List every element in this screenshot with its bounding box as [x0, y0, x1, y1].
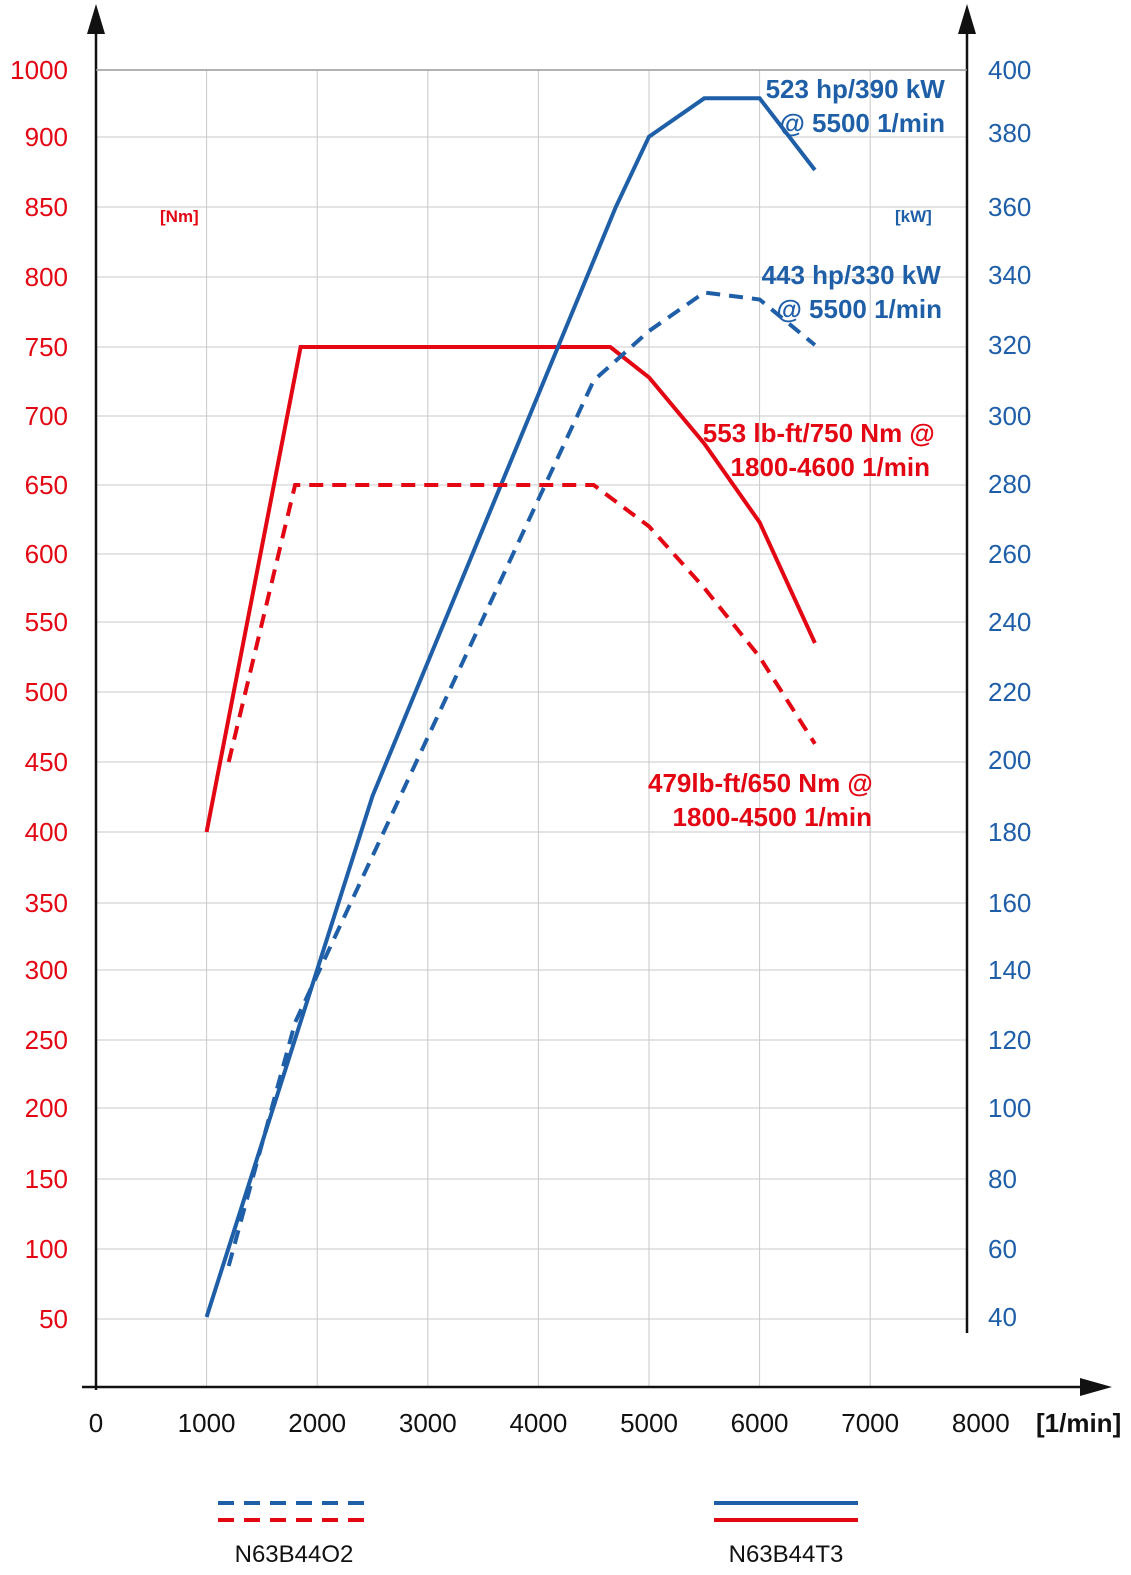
y-right-tick-label: 140 [988, 955, 1031, 985]
x-tick-label: 2000 [288, 1408, 346, 1438]
n63b44o2-power-line [226, 290, 817, 1267]
x-tick-label: 5000 [620, 1408, 678, 1438]
legend-label-n63b44o2: N63B44O2 [235, 1541, 354, 1568]
x-tick-label: 0 [89, 1408, 103, 1438]
y-right-tick-label: 280 [988, 469, 1031, 499]
y-right-tick-label: 220 [988, 677, 1031, 707]
x-axis-arrow-icon [1080, 1378, 1112, 1396]
series-lines [204, 96, 817, 1318]
x-unit-label: [1/min] [1036, 1408, 1121, 1438]
x-tick-label: 4000 [509, 1408, 567, 1438]
axes [82, 4, 1112, 1396]
y-left-tick-label: 750 [25, 332, 68, 362]
annotation-o2-torque: 479lb-ft/650 Nm @ 1800-4500 1/min [648, 768, 880, 832]
n63b44o2-torque-line [226, 483, 817, 763]
y-left-tick-label: 650 [25, 470, 68, 500]
y-right-tick-label: 200 [988, 745, 1031, 775]
x-tick-labels: 0 1000 2000 3000 4000 5000 6000 7000 8000 [89, 1408, 1010, 1438]
y-left-tick-label: 350 [25, 888, 68, 918]
grid [96, 70, 967, 1387]
y-right-tick-label: 180 [988, 817, 1031, 847]
y-right-unit-label: [kW] [895, 207, 932, 226]
y-right-tick-label: 60 [988, 1234, 1017, 1264]
y-left-tick-label: 500 [25, 677, 68, 707]
annotations: 523 hp/390 kW @ 5500 1/min 443 hp/330 kW… [648, 74, 952, 832]
y-right-tick-label: 120 [988, 1025, 1031, 1055]
y-right-tick-label: 340 [988, 260, 1031, 290]
y-left-tick-label: 150 [25, 1164, 68, 1194]
y-left-unit-label: [Nm] [160, 207, 199, 226]
y-left-tick-label: 600 [25, 539, 68, 569]
x-tick-label: 6000 [731, 1408, 789, 1438]
y-right-tick-label: 240 [988, 607, 1031, 637]
y-left-tick-label: 800 [25, 262, 68, 292]
x-tick-label: 1000 [178, 1408, 236, 1438]
y-right-tick-label: 260 [988, 539, 1031, 569]
y-right-tick-label: 160 [988, 888, 1031, 918]
y-right-tick-label: 40 [988, 1302, 1017, 1332]
y-right-tick-label: 100 [988, 1093, 1031, 1123]
legend: N63B44O2 N63B44T3 [218, 1501, 858, 1568]
y-left-tick-label: 550 [25, 607, 68, 637]
legend-entry-n63b44t3: N63B44T3 [714, 1501, 858, 1568]
y-left-tick-label: 850 [25, 192, 68, 222]
y-right-tick-label: 360 [988, 192, 1031, 222]
y-left-tick-label: 100 [25, 1234, 68, 1264]
y-left-tick-label: 700 [25, 401, 68, 431]
y-left-tick-label: 250 [25, 1025, 68, 1055]
n63b44t3-torque-line [204, 345, 817, 833]
x-tick-label: 3000 [399, 1408, 457, 1438]
y-right-tick-label: 300 [988, 401, 1031, 431]
y-left-tick-label: 300 [25, 955, 68, 985]
x-tick-label: 7000 [841, 1408, 899, 1438]
y-axis-right-arrow-icon [958, 4, 976, 34]
y-left-tick-label: 50 [39, 1304, 68, 1334]
y-left-tick-label: 200 [25, 1093, 68, 1123]
legend-entry-n63b44o2: N63B44O2 [218, 1501, 370, 1568]
y-right-tick-label: 320 [988, 330, 1031, 360]
y-right-tick-label: 400 [988, 55, 1031, 85]
x-tick-label: 8000 [952, 1408, 1010, 1438]
y-left-tick-label: 1000 [10, 55, 68, 85]
n63b44t3-power-line [204, 96, 817, 1318]
y-right-tick-labels: 400 380 360 340 320 300 280 260 240 220 200 180 160 1… [988, 55, 1031, 1332]
y-right-tick-label: 80 [988, 1164, 1017, 1194]
annotation-o2-power: 443 hp/330 kW @ 5500 1/min [762, 260, 948, 324]
y-left-tick-labels: 1000 900 850 800 750 700 650 600 550 500 450 400 350… [10, 55, 68, 1334]
y-left-tick-label: 900 [25, 122, 68, 152]
y-left-tick-label: 400 [25, 817, 68, 847]
annotation-t3-torque: 553 lb-ft/750 Nm @ 1800-4600 1/min [703, 418, 942, 482]
y-left-tick-label: 450 [25, 747, 68, 777]
legend-label-n63b44t3: N63B44T3 [729, 1541, 844, 1568]
y-axis-left-arrow-icon [87, 4, 105, 34]
annotation-t3-power: 523 hp/390 kW @ 5500 1/min [766, 74, 952, 138]
y-right-tick-label: 380 [988, 118, 1031, 148]
